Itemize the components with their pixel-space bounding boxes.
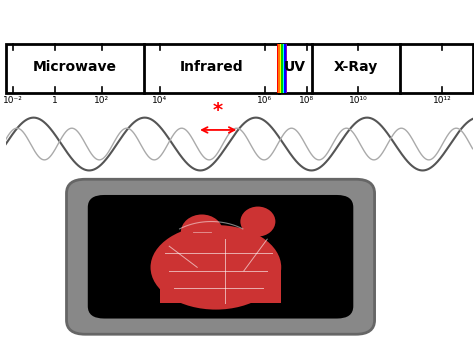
- Bar: [160, 267, 281, 302]
- Text: 1: 1: [52, 97, 58, 105]
- Ellipse shape: [151, 225, 281, 310]
- Text: 10²: 10²: [94, 97, 109, 105]
- FancyBboxPatch shape: [88, 195, 353, 318]
- Text: 10⁴: 10⁴: [152, 97, 167, 105]
- Text: 10¹⁰: 10¹⁰: [349, 97, 368, 105]
- Text: 10⁶: 10⁶: [257, 97, 273, 105]
- FancyBboxPatch shape: [66, 179, 374, 334]
- Bar: [277, 44, 279, 93]
- Bar: [283, 44, 284, 93]
- Bar: [286, 44, 287, 93]
- Bar: [284, 44, 286, 93]
- Bar: [280, 44, 282, 93]
- Ellipse shape: [181, 214, 223, 250]
- Bar: [6, 44, 473, 93]
- Bar: [279, 44, 280, 93]
- Text: X-Ray: X-Ray: [334, 60, 378, 74]
- Text: *: *: [213, 101, 223, 120]
- Text: 10¹²: 10¹²: [433, 97, 452, 105]
- Text: UV: UV: [284, 60, 306, 74]
- Text: Microwave: Microwave: [33, 60, 117, 74]
- Text: Infrared: Infrared: [179, 60, 243, 74]
- Text: 10⁻²: 10⁻²: [3, 97, 23, 105]
- Ellipse shape: [240, 207, 275, 236]
- Bar: [282, 44, 283, 93]
- Text: 10⁸: 10⁸: [300, 97, 314, 105]
